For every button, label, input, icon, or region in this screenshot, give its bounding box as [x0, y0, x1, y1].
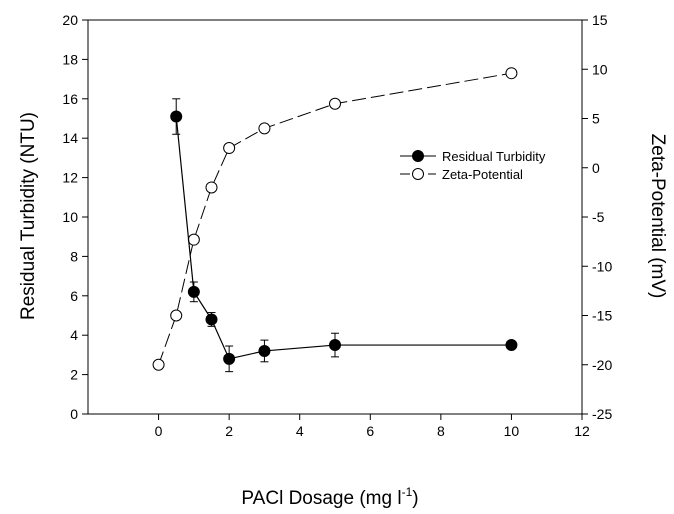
x-axis-title: PACl Dosage (mg l-1) — [241, 485, 418, 509]
zeta-potential-point — [223, 142, 236, 155]
left-y-axis-ticks: 0 2 4 6 8 10 12 14 16 18 20 — [62, 12, 88, 422]
left-y-tick-label: 4 — [70, 327, 78, 343]
left-y-tick-label: 6 — [70, 288, 78, 304]
right-y-tick-label: -5 — [592, 209, 605, 225]
left-y-tick-label: 2 — [70, 367, 78, 383]
zeta-potential-point — [205, 181, 218, 194]
left-y-tick-label: 8 — [70, 248, 78, 264]
left-y-tick-label: 0 — [70, 406, 78, 422]
legend: Residual Turbidity Zeta-Potential — [391, 137, 561, 191]
legend-box — [391, 137, 561, 191]
left-y-tick-label: 14 — [62, 130, 78, 146]
x-axis-title-main: PACl Dosage (mg l — [241, 488, 401, 509]
zeta-potential-point — [170, 309, 183, 322]
right-y-axis-ticks: -25 -20 -15 -10 -5 0 5 10 15 — [582, 12, 612, 422]
right-y-tick-label: -20 — [592, 357, 612, 373]
x-axis-title-superscript: -1 — [402, 485, 413, 499]
residual-turbidity-point — [187, 285, 200, 298]
left-y-tick-label: 10 — [62, 209, 78, 225]
residual-turbidity-point — [258, 344, 271, 357]
left-y-tick-label: 16 — [62, 91, 78, 107]
right-y-tick-label: -10 — [592, 258, 612, 274]
legend-marker-turbidity — [412, 150, 424, 162]
residual-turbidity-point — [329, 339, 341, 352]
x-tick-label: 0 — [155, 423, 163, 439]
x-tick-label: 10 — [504, 423, 520, 439]
residual-turbidity-point — [505, 339, 518, 352]
left-y-axis-title: Residual Turbidity (NTU) — [18, 112, 39, 320]
left-y-tick-label: 12 — [62, 170, 78, 186]
right-y-tick-label: 10 — [592, 61, 608, 77]
right-y-tick-label: -15 — [592, 308, 612, 324]
series-residual-turbidity — [170, 98, 518, 373]
zeta-potential-point — [187, 233, 200, 246]
x-tick-label: 2 — [225, 423, 233, 439]
zeta-potential-point — [152, 358, 165, 371]
left-y-tick-label: 18 — [62, 51, 78, 67]
right-y-tick-label: 15 — [592, 12, 608, 28]
x-tick-label: 4 — [296, 423, 304, 439]
series-zeta-potential — [152, 67, 518, 371]
x-tick-label: 6 — [366, 423, 374, 439]
legend-label-turbidity: Residual Turbidity — [442, 149, 546, 164]
legend-label-zeta: Zeta-Potential — [442, 167, 523, 182]
residual-turbidity-point — [205, 313, 218, 326]
zeta-potential-point — [329, 97, 341, 110]
zeta-potential-line — [158, 72, 512, 365]
residual-turbidity-point — [223, 352, 236, 365]
residual-turbidity-point — [170, 110, 183, 123]
right-y-tick-label: 0 — [592, 160, 600, 176]
zeta-potential-point — [505, 67, 518, 80]
legend-marker-zeta — [412, 168, 424, 180]
zeta-potential-point — [258, 122, 271, 135]
right-y-tick-label: -25 — [592, 406, 612, 422]
left-y-tick-label: 20 — [62, 12, 78, 28]
x-tick-label: 12 — [574, 423, 590, 439]
right-y-axis-title: Zeta-Potential (mV) — [647, 134, 668, 299]
x-tick-label: 8 — [437, 423, 445, 439]
right-y-tick-label: 5 — [592, 111, 600, 127]
x-axis-ticks: 0 2 4 6 8 10 12 — [155, 414, 590, 439]
x-axis-title-close: ) — [412, 488, 418, 509]
